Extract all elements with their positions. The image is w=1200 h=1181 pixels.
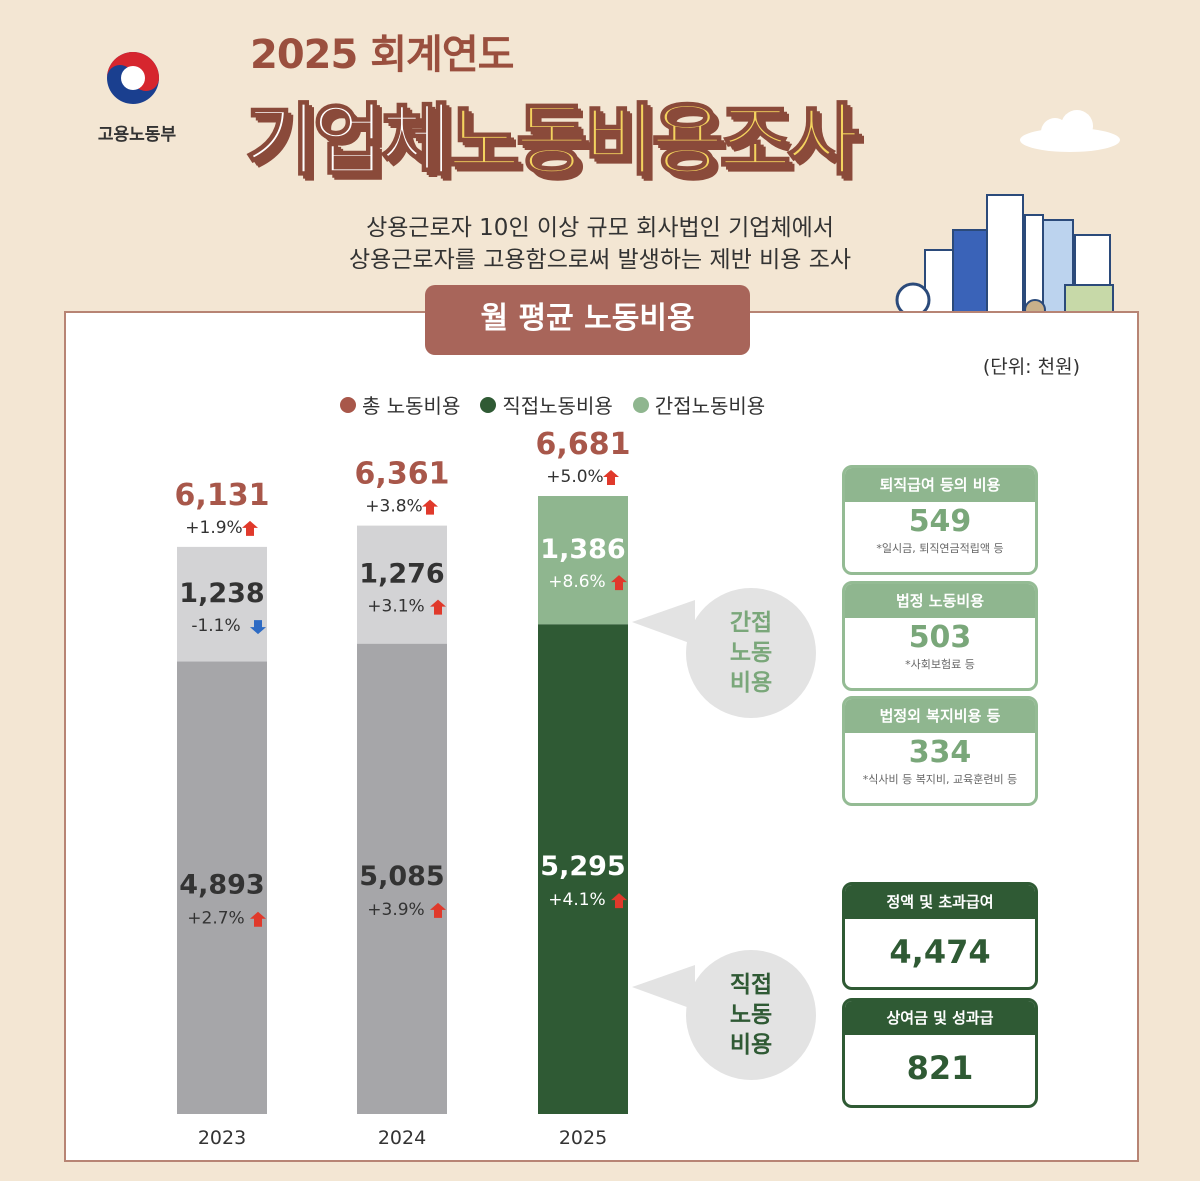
unit-label: (단위: 천원)	[982, 356, 1080, 378]
retirement-cost-box: 퇴직급여 등의 비용 549 *일시금, 퇴직연금적립액 등	[842, 465, 1038, 575]
cloud-icon	[1020, 110, 1120, 152]
fixed-overtime-pay-box: 정액 및 초과급여 4,474	[842, 882, 1038, 990]
box-header: 퇴직급여 등의 비용	[845, 468, 1035, 502]
bar-direct-2025	[538, 624, 628, 1114]
direct-value-label: 5,085	[359, 861, 444, 892]
subtitle-line2: 상용근로자를 고용함으로써 발생하는 제반 비용 조사	[348, 247, 852, 273]
x-tick-label: 2025	[559, 1127, 607, 1149]
box-header: 법정외 복지비용 등	[845, 699, 1035, 733]
x-tick-label: 2024	[378, 1127, 426, 1149]
direct-change-label: +3.9%	[367, 900, 424, 920]
bubble-line: 노동	[729, 640, 773, 666]
box-value: 821	[906, 1049, 974, 1087]
change-arrow-icon	[430, 902, 446, 918]
legend-item-total: 총 노동비용	[340, 390, 460, 419]
indirect-change-label: +8.6%	[548, 572, 605, 592]
buildings-illustration	[895, 194, 1114, 321]
change-arrow-icon	[611, 893, 627, 909]
legend-label: 간접노동비용	[654, 394, 766, 418]
ministry-logo	[105, 50, 161, 106]
statutory-cost-box: 법정 노동비용 503 *사회보험료 등	[842, 581, 1038, 691]
change-arrow-icon	[430, 599, 446, 615]
year-title: 2025 회계연도	[250, 32, 514, 78]
total-value-label: 6,681	[536, 427, 631, 462]
change-arrow-icon	[250, 911, 266, 927]
bar-indirect-2024	[357, 525, 447, 644]
change-arrow-icon	[611, 575, 627, 591]
bar-indirect-2025	[538, 496, 628, 625]
change-arrow-icon	[250, 620, 266, 635]
subtitle-line1: 상용근로자 10인 이상 규모 회사법인 기업체에서	[366, 215, 834, 241]
bonus-pay-box: 상여금 및 성과급 821	[842, 998, 1038, 1108]
welfare-cost-box: 법정외 복지비용 등 334 *식사비 등 복지비, 교육훈련비 등	[842, 696, 1038, 806]
direct-bubble	[686, 950, 816, 1080]
total-value-label: 6,131	[175, 478, 270, 513]
bubble-line: 비용	[729, 670, 773, 696]
box-note: *식사비 등 복지비, 교육훈련비 등	[862, 773, 1018, 786]
box-header: 정액 및 초과급여	[845, 885, 1035, 919]
box-note: *일시금, 퇴직연금적립액 등	[876, 542, 1004, 555]
direct-value-label: 4,893	[179, 870, 264, 901]
change-arrow-icon	[603, 470, 619, 486]
direct-value-label: 5,295	[540, 851, 625, 882]
legend-dot-icon	[480, 396, 497, 413]
indirect-bubble	[686, 588, 816, 718]
section-title: 월 평균 노동비용	[425, 285, 750, 355]
bubble-line: 비용	[729, 1032, 773, 1058]
total-change-label: +1.9%	[185, 518, 242, 538]
direct-bubble-text: 직접 노동 비용	[686, 970, 816, 1060]
box-header: 상여금 및 성과급	[845, 1001, 1035, 1035]
direct-change-label: +4.1%	[548, 890, 605, 910]
box-value: 334	[908, 735, 972, 770]
legend-item-direct: 직접노동비용	[480, 390, 613, 419]
bubble-line: 노동	[729, 1002, 773, 1028]
bubble-line: 간접	[729, 610, 773, 636]
legend-label: 직접노동비용	[502, 394, 613, 418]
legend-item-indirect: 간접노동비용	[632, 390, 766, 419]
total-value-label: 6,361	[355, 457, 450, 492]
indirect-value-label: 1,238	[179, 578, 264, 609]
org-name: 고용노동부	[97, 125, 177, 145]
direct-change-label: +2.7%	[187, 909, 244, 929]
legend-dot-icon	[340, 396, 356, 413]
x-tick-label: 2023	[198, 1127, 246, 1149]
legend-dot-icon	[632, 396, 649, 413]
box-value: 503	[908, 620, 972, 655]
bubble-tail	[632, 600, 695, 645]
change-arrow-icon	[242, 520, 258, 536]
change-arrow-icon	[422, 499, 438, 515]
bar-direct-2024	[357, 643, 447, 1114]
title-part1: 기업체	[244, 95, 453, 187]
bubble-line: 직접	[729, 972, 773, 998]
title-part2: 노동비용조사	[447, 95, 860, 187]
indirect-value-label: 1,276	[359, 559, 444, 590]
legend-label: 총 노동비용	[362, 394, 461, 418]
bar-direct-2023	[177, 661, 267, 1114]
indirect-change-label: +3.1%	[367, 597, 424, 617]
main-title: 기업체노동비용조사	[244, 78, 860, 190]
box-note: *사회보험료 등	[905, 658, 975, 671]
bubble-tail	[632, 965, 695, 1010]
box-value: 549	[908, 504, 972, 539]
indirect-value-label: 1,386	[540, 534, 625, 565]
indirect-change-label: -1.1%	[191, 616, 240, 636]
indirect-bubble-text: 간접 노동 비용	[686, 608, 816, 698]
box-value: 4,474	[889, 933, 991, 971]
total-change-label: +5.0%	[546, 467, 603, 487]
box-header: 법정 노동비용	[845, 584, 1035, 618]
total-change-label: +3.8%	[365, 497, 422, 517]
legend: 총 노동비용 직접노동비용 간접노동비용	[340, 390, 860, 419]
bar-indirect-2023	[177, 546, 267, 662]
